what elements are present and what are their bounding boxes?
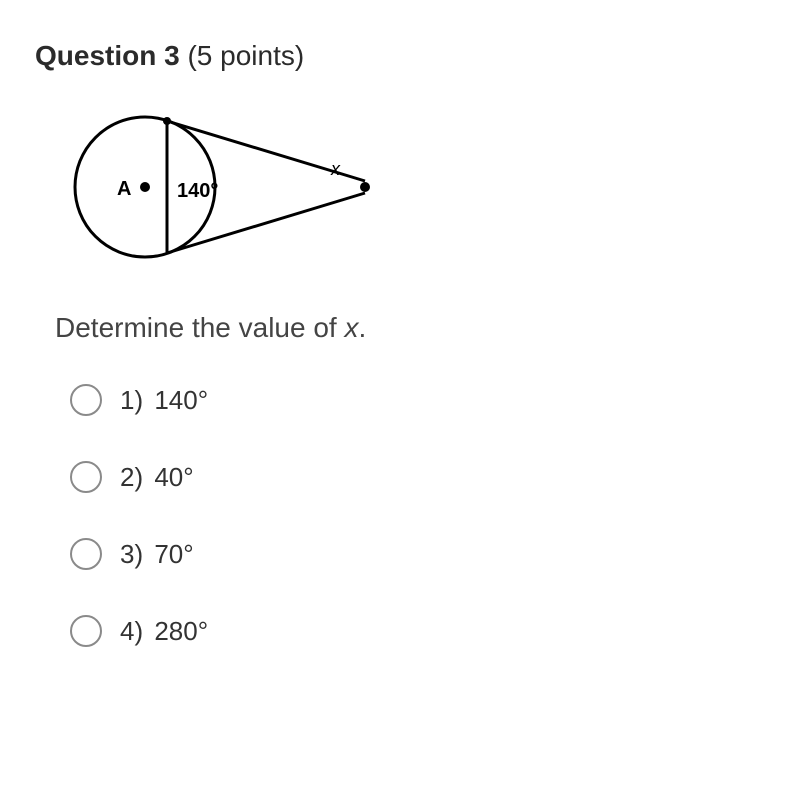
diagram-svg: A 140° x xyxy=(55,97,395,277)
question-header: Question 3 (5 points) xyxy=(35,40,765,72)
answer-option[interactable]: 1) 140° xyxy=(70,384,765,416)
answer-option[interactable]: 2) 40° xyxy=(70,461,765,493)
svg-text:140°: 140° xyxy=(177,180,218,202)
option-number: 2) xyxy=(120,462,143,492)
option-text: 140° xyxy=(147,385,208,415)
svg-text:A: A xyxy=(117,178,131,200)
option-text: 40° xyxy=(147,462,194,492)
prompt-text-before: Determine the value of xyxy=(55,312,345,343)
question-points: (5 points) xyxy=(180,40,305,71)
option-number: 4) xyxy=(120,616,143,646)
option-text: 280° xyxy=(147,616,208,646)
question-prompt: Determine the value of x. xyxy=(55,312,765,344)
option-number: 3) xyxy=(120,539,143,569)
geometry-diagram: A 140° x xyxy=(55,97,765,282)
option-text: 70° xyxy=(147,539,194,569)
answer-option[interactable]: 3) 70° xyxy=(70,538,765,570)
radio-button[interactable] xyxy=(70,615,102,647)
option-label: 1) 140° xyxy=(120,385,208,416)
option-number: 1) xyxy=(120,385,143,415)
radio-button[interactable] xyxy=(70,384,102,416)
answer-options: 1) 140° 2) 40° 3) 70° 4) 280° xyxy=(70,384,765,647)
question-number: Question 3 xyxy=(35,40,180,71)
answer-option[interactable]: 4) 280° xyxy=(70,615,765,647)
option-label: 3) 70° xyxy=(120,539,194,570)
svg-text:x: x xyxy=(330,159,341,179)
option-label: 2) 40° xyxy=(120,462,194,493)
radio-button[interactable] xyxy=(70,461,102,493)
radio-button[interactable] xyxy=(70,538,102,570)
prompt-text-after: . xyxy=(359,312,367,343)
prompt-variable: x xyxy=(345,312,359,343)
option-label: 4) 280° xyxy=(120,616,208,647)
